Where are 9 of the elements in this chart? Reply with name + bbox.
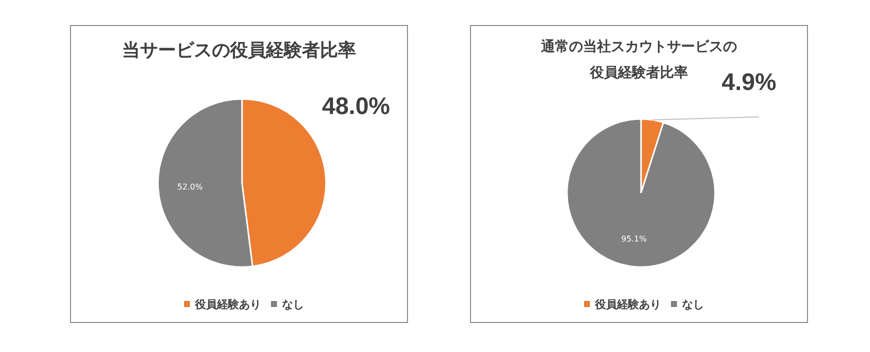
chart-title: 当サービスの役員経験者比率: [121, 39, 357, 63]
data-label: 52.0%: [177, 182, 204, 192]
pie-slice: [566, 118, 716, 268]
data-label: 48.0%: [322, 93, 390, 120]
legend-label: なし: [682, 298, 704, 311]
legend-label: なし: [282, 298, 304, 311]
data-label: 95.1%: [621, 234, 648, 244]
legend-label: 役員経験あり: [595, 298, 661, 311]
legend-label: 役員経験あり: [195, 298, 261, 311]
